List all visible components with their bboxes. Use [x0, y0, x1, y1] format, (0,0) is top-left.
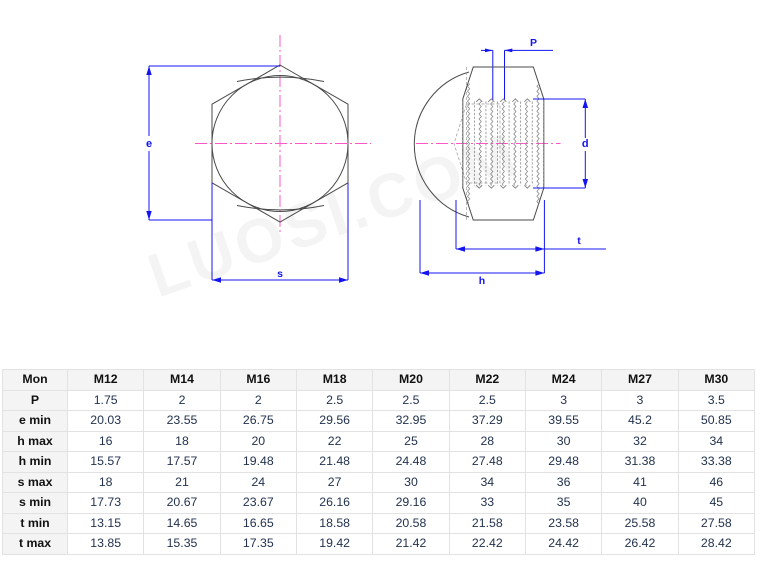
svg-text:h: h	[479, 275, 485, 287]
svg-text:t: t	[577, 235, 581, 247]
svg-text:e: e	[146, 138, 152, 150]
svg-text:d: d	[582, 138, 589, 150]
svg-text:P: P	[530, 37, 537, 49]
svg-text:s: s	[277, 268, 283, 280]
